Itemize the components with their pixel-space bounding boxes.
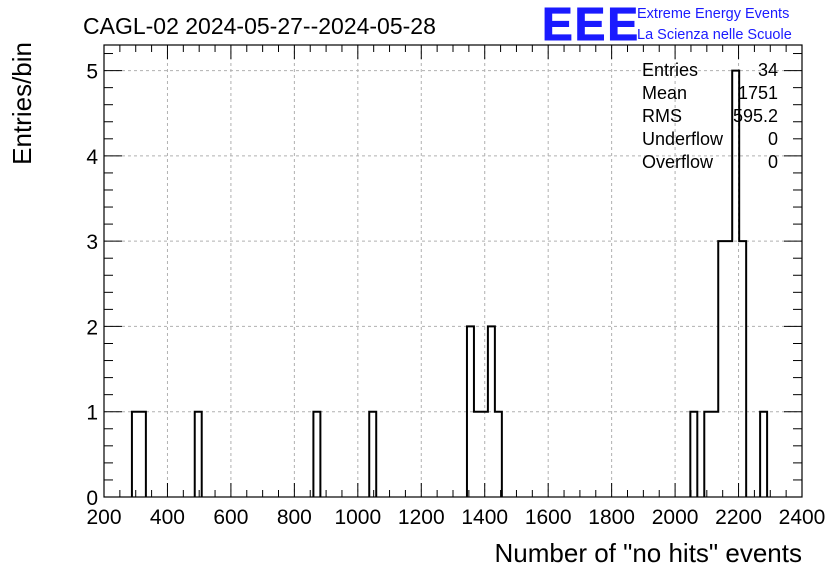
logo-line-1: Extreme Energy Events [637, 6, 789, 22]
axis-ticks [103, 45, 803, 498]
x-tick-label: 600 [213, 506, 248, 529]
y-axis-label: Entries/bin [7, 42, 37, 165]
stat-overflow-label: Overflow [642, 152, 714, 172]
x-tick-label: 400 [150, 506, 185, 529]
x-tick-label: 1000 [334, 506, 381, 529]
x-tick-label: 1600 [525, 506, 572, 529]
x-tick-label: 1200 [398, 506, 445, 529]
y-tick-label: 3 [86, 231, 98, 254]
chart-title: CAGL-02 2024-05-27--2024-05-28 [83, 13, 436, 39]
x-tick-labels: 200 400 600 800 1000 1200 1400 1600 1800 2000 2200… [86, 506, 825, 529]
stat-rms-label: RMS [642, 106, 682, 126]
stat-overflow-value: 0 [768, 152, 778, 172]
stat-mean-label: Mean [642, 83, 687, 103]
eee-logo: EEE Extreme Energy Events La Scienza nel… [542, 0, 792, 51]
stat-entries-value: 34 [758, 60, 778, 80]
stats-box: Entries 34 Mean 1751 RMS 595.2 Underflow… [642, 60, 778, 172]
stat-rms-value: 595.2 [733, 106, 778, 126]
x-tick-label: 200 [86, 506, 121, 529]
x-tick-label: 2200 [715, 506, 762, 529]
y-tick-label: 4 [86, 146, 98, 169]
histogram-outline [130, 69, 769, 497]
y-tick-label: 5 [86, 61, 98, 84]
stat-mean-value: 1751 [738, 83, 778, 103]
x-tick-label: 1800 [588, 506, 635, 529]
y-tick-label: 2 [86, 316, 98, 339]
x-tick-label: 2400 [779, 506, 826, 529]
x-axis-label: Number of "no hits" events [495, 538, 803, 568]
x-tick-label: 2000 [652, 506, 699, 529]
stat-underflow-label: Underflow [642, 129, 724, 149]
y-tick-labels: 0 1 2 3 4 5 [86, 61, 98, 510]
stat-entries-label: Entries [642, 60, 698, 80]
x-tick-label: 1400 [461, 506, 508, 529]
x-tick-label: 800 [277, 506, 312, 529]
grid-lines [104, 45, 802, 497]
y-tick-label: 1 [86, 402, 98, 425]
stat-underflow-value: 0 [768, 129, 778, 149]
logo-line-2: La Scienza nelle Scuole [637, 27, 792, 43]
y-tick-label: 0 [86, 487, 98, 510]
eee-logo-mark: EEE [542, 0, 640, 50]
